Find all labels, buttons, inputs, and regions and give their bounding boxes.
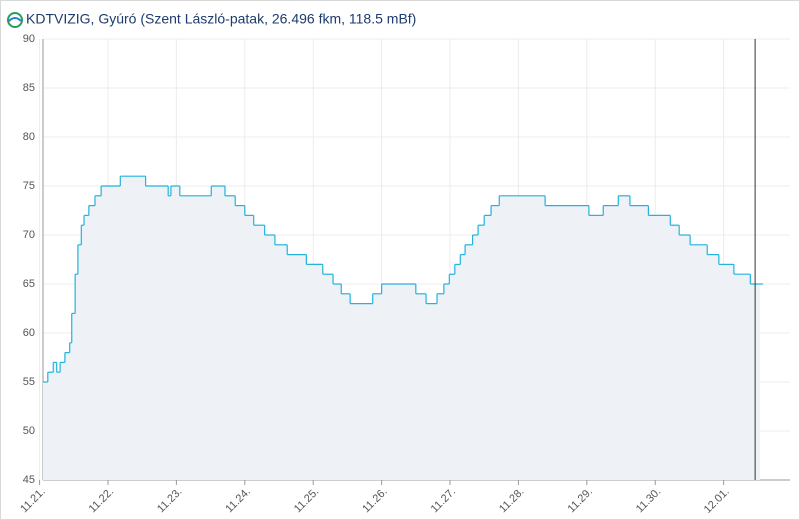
y-tick-label: 90 bbox=[23, 33, 35, 45]
y-tick-label: 70 bbox=[23, 229, 35, 241]
x-tick-label: 11.22. bbox=[87, 486, 117, 516]
chart-title: KDTVIZIG, Gyúró (Szent László-patak, 26.… bbox=[26, 11, 416, 27]
x-tick-label: 11.29. bbox=[565, 486, 595, 516]
y-tick-label: 80 bbox=[23, 131, 35, 143]
y-tick-label: 85 bbox=[23, 82, 35, 94]
x-tick-label: 11.28. bbox=[497, 486, 527, 516]
x-tick-label: 11.25. bbox=[292, 486, 322, 516]
x-tick-label: 11.23. bbox=[155, 486, 185, 516]
area-fill bbox=[43, 176, 760, 480]
y-tick-label: 50 bbox=[23, 425, 35, 437]
x-tick-label: 11.21. bbox=[18, 486, 48, 516]
x-tick-label: 11.30. bbox=[634, 486, 664, 516]
y-tick-label: 60 bbox=[23, 327, 35, 339]
x-tick-label: 12.01. bbox=[702, 486, 732, 516]
x-tick-label: 11.24. bbox=[223, 486, 253, 516]
y-tick-label: 65 bbox=[23, 278, 35, 290]
y-tick-label: 45 bbox=[23, 474, 35, 486]
y-tick-label: 75 bbox=[23, 180, 35, 192]
y-tick-label: 55 bbox=[23, 376, 35, 388]
logo-icon bbox=[7, 12, 23, 28]
x-tick-label: 11.27. bbox=[429, 486, 459, 516]
x-tick-label: 11.26. bbox=[360, 486, 390, 516]
